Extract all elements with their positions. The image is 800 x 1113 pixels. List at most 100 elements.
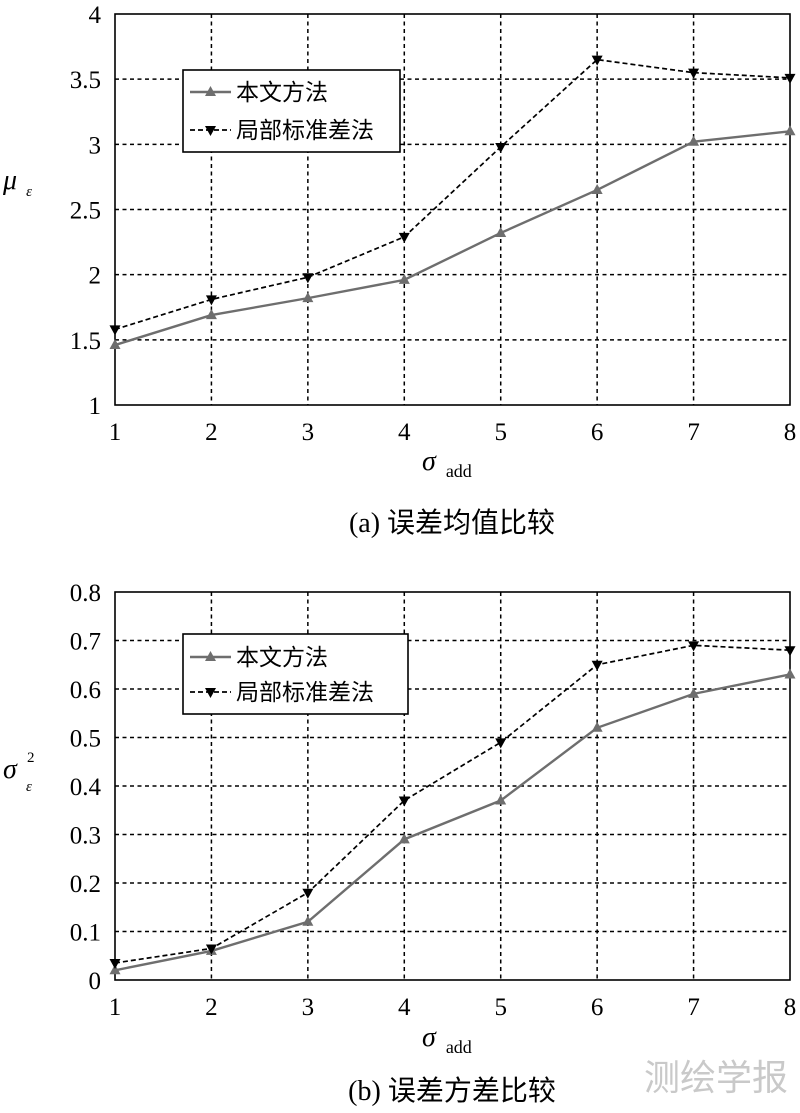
- y-tick-label: 0.7: [70, 629, 101, 656]
- series-1-data-point: [495, 226, 507, 237]
- legend-box: [182, 69, 401, 153]
- x-axis-label-subscript: add: [446, 461, 472, 481]
- legend-entry: 本文方法: [190, 80, 328, 105]
- series-2-data-point: [302, 888, 314, 899]
- y-axis-label-subscript: ε: [26, 779, 32, 795]
- x-tick-label: 8: [784, 994, 797, 1021]
- chart-a-caption: (a) 误差均值比较: [349, 507, 555, 539]
- series-2-data-point: [109, 959, 121, 970]
- legend-label: 本文方法: [236, 645, 328, 670]
- series-1-data-point: [688, 135, 700, 146]
- series-1-data-point: [688, 687, 700, 698]
- series-1-data-point: [495, 794, 507, 805]
- series-2-data-point: [398, 232, 410, 243]
- y-tick-label: 0.4: [70, 774, 102, 801]
- x-tick-label: 4: [398, 419, 411, 446]
- series-2-data-point: [591, 55, 603, 66]
- chart-a-plot-border: [114, 13, 791, 406]
- y-tick-label: 0.8: [70, 580, 101, 607]
- x-tick-label: 5: [494, 994, 507, 1021]
- x-tick-label: 3: [302, 419, 315, 446]
- legend-box: [182, 633, 409, 715]
- journal-watermark: 测绘学报: [644, 1057, 788, 1098]
- chart-b: 1 2 3 4 5 6 7 8 0 0.1 0.2 0.3 0.4 0.5 0.6 0.7 0.8 本文方法 局…: [3, 580, 796, 1107]
- x-axis-label-symbol: σ: [422, 1022, 437, 1053]
- series-1-data-point: [302, 292, 314, 303]
- x-axis-label: σ add: [422, 446, 472, 481]
- legend-label: 局部标准差法: [236, 118, 374, 143]
- y-tick-label: 0: [89, 968, 102, 995]
- legend-entry: 局部标准差法: [190, 680, 374, 705]
- y-axis-label-superscript: 2: [27, 750, 35, 766]
- x-tick-label: 8: [784, 419, 797, 446]
- chart-b-gridlines: [115, 592, 790, 980]
- y-axis-label-subscript: ε: [26, 184, 32, 200]
- x-tick-label: 7: [687, 419, 700, 446]
- y-axis-label: σ 2 ε: [3, 749, 39, 795]
- y-tick-label: 0.5: [70, 726, 101, 753]
- series-2-data-point: [591, 660, 603, 671]
- chart-b-caption: (b) 误差方差比较: [348, 1075, 556, 1107]
- x-tick-label: 4: [398, 994, 411, 1021]
- chart-a-gridlines: [115, 14, 790, 405]
- chart-a-legend: 本文方法 局部标准差法: [182, 69, 401, 153]
- series-1-data-point: [591, 721, 603, 732]
- series-line-2: [114, 644, 791, 964]
- x-tick-label: 6: [591, 994, 604, 1021]
- y-tick-label: 1.5: [70, 328, 101, 355]
- series-2-data-point: [205, 295, 217, 306]
- y-tick-label: 1: [89, 393, 102, 420]
- chart-a-series: [109, 55, 796, 350]
- y-tick-label: 2: [89, 263, 102, 290]
- chart-a: 1 2 3 4 5 6 7 811.522.533.54 本文方法 局部标准差法 σ add …: [2, 2, 796, 539]
- series-1-data-point: [784, 668, 796, 679]
- chart-b-legend: 本文方法 局部标准差法: [182, 633, 409, 715]
- triangle-up-marker-icon: [205, 86, 216, 96]
- series-2-data-point: [688, 68, 700, 79]
- series-line-1: [114, 673, 791, 972]
- chart-b-tick-labels: 1 2 3 4 5 6 7 8 0 0.1 0.2 0.3 0.4 0.5 0.6 0.7 0.8: [70, 580, 797, 1021]
- legend-label: 局部标准差法: [236, 680, 374, 705]
- series-1-data-point: [109, 964, 121, 975]
- x-tick-label: 2: [205, 994, 218, 1021]
- y-tick-label: 3.5: [70, 67, 101, 94]
- series-2-data-point: [688, 641, 700, 652]
- x-tick-label: 6: [591, 419, 604, 446]
- series-1-data-point: [205, 309, 217, 320]
- y-axis-label-symbol: σ: [3, 754, 18, 785]
- x-tick-label: 7: [687, 994, 700, 1021]
- y-tick-label: 0.2: [70, 871, 101, 898]
- y-tick-label: 0.3: [70, 823, 101, 850]
- series-1-data-point: [302, 915, 314, 926]
- x-axis-label-symbol: σ: [422, 446, 437, 477]
- x-tick-label: 1: [109, 419, 122, 446]
- series-1-data-point: [109, 339, 121, 350]
- series-2-data-point: [205, 944, 217, 955]
- y-tick-label: 2.5: [70, 198, 101, 225]
- series-2-data-point: [302, 273, 314, 284]
- legend-entry: 本文方法: [190, 645, 328, 670]
- series-2-data-point: [495, 142, 507, 153]
- series-1-data-point: [591, 183, 603, 194]
- y-axis-label: μ ε: [2, 165, 32, 200]
- series-line-1: [114, 130, 791, 347]
- x-tick-label: 1: [109, 994, 122, 1021]
- series-1-data-point: [398, 833, 410, 844]
- y-tick-label: 4: [89, 2, 102, 29]
- series-2-data-point: [784, 73, 796, 84]
- triangle-down-marker-icon: [205, 688, 216, 698]
- y-tick-label: 0.6: [70, 677, 101, 704]
- series-line-2: [114, 58, 791, 331]
- legend-entry: 局部标准差法: [190, 118, 374, 143]
- series-2-data-point: [109, 325, 121, 336]
- y-tick-label: 0.1: [70, 920, 101, 947]
- y-tick-label: 3: [89, 132, 102, 159]
- y-axis-label-symbol: μ: [2, 165, 17, 196]
- chart-b-series: [109, 641, 796, 975]
- x-tick-label: 5: [494, 419, 507, 446]
- chart-b-plot-border: [114, 591, 791, 981]
- legend-label: 本文方法: [236, 80, 328, 105]
- chart-a-tick-labels: 1 2 3 4 5 6 7 8 1 1.5 2 2.5 3 3.5 4: [70, 2, 797, 446]
